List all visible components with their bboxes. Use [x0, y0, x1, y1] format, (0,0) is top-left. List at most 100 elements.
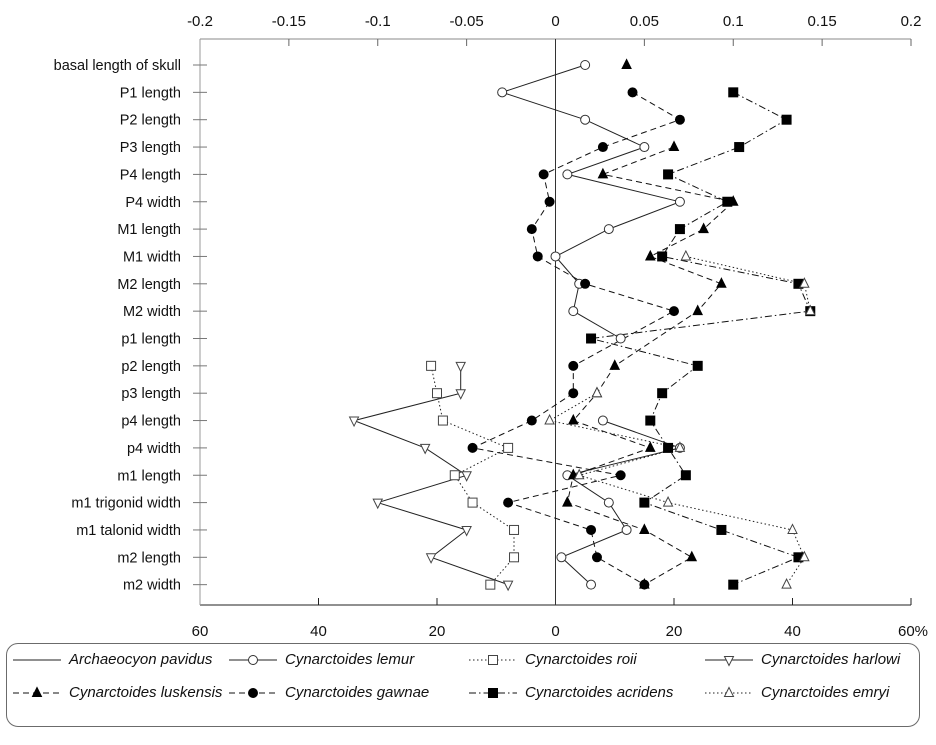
- category-label: M1 length: [117, 222, 181, 238]
- legend-label: Cynarctoides lemur: [285, 651, 415, 668]
- data-point: [586, 333, 597, 344]
- legend-swatch: [229, 687, 277, 698]
- data-point: [556, 552, 567, 563]
- data-point: [627, 87, 638, 98]
- data-point: [526, 415, 537, 426]
- data-point: [722, 196, 733, 207]
- legend-swatch: [229, 654, 277, 665]
- data-point: [538, 169, 549, 180]
- data-point: [787, 523, 798, 534]
- data-point: [663, 442, 674, 453]
- category-label: P2 length: [120, 113, 181, 129]
- category-label: P4 width: [125, 195, 181, 211]
- data-point: [686, 550, 698, 562]
- legend-item: Cynarctoides emryi: [705, 684, 889, 701]
- top-axis-tick-label: -0.2: [187, 13, 213, 30]
- top-axis-tick-label: -0.15: [272, 13, 306, 30]
- data-point: [698, 222, 709, 234]
- data-point: [615, 470, 626, 481]
- data-point: [532, 251, 543, 262]
- legend-swatch: [469, 687, 517, 698]
- legend-label: Cynarctoides luskensis: [69, 684, 223, 701]
- top-axis-tick-label: -0.1: [365, 13, 391, 30]
- data-point: [503, 442, 514, 453]
- legend-label: Cynarctoides harlowi: [761, 651, 901, 668]
- legend-label: Cynarctoides roii: [525, 651, 637, 668]
- top-axis-tick-label: 0: [551, 13, 559, 30]
- data-point: [680, 470, 691, 481]
- data-point: [781, 114, 792, 125]
- legend-swatch: [469, 654, 517, 665]
- data-point: [567, 413, 579, 425]
- data-point: [644, 249, 656, 261]
- series-line-7: [685, 256, 811, 312]
- legend-item: Cynarctoides acridens: [469, 684, 673, 701]
- category-label: p3 length: [121, 386, 181, 402]
- data-point: [550, 251, 561, 262]
- top-axis-tick-label: 0.2: [901, 13, 922, 30]
- legend-marker: [248, 687, 258, 698]
- category-label: p1 length: [121, 332, 181, 348]
- data-point: [639, 142, 650, 153]
- legend-swatch: [13, 685, 61, 697]
- data-point: [591, 386, 603, 398]
- data-point: [621, 524, 632, 535]
- data-point: [502, 580, 514, 592]
- data-point: [674, 114, 685, 125]
- data-point: [580, 278, 591, 289]
- data-point: [799, 277, 810, 288]
- legend-label: Cynarctoides acridens: [525, 684, 674, 701]
- data-point: [526, 224, 537, 235]
- category-label: M2 width: [123, 304, 181, 320]
- data-point: [573, 468, 585, 480]
- category-label: M1 width: [123, 249, 181, 265]
- data-point: [621, 58, 632, 69]
- series-line-1: [560, 420, 682, 585]
- data-point: [668, 140, 680, 152]
- data-point: [728, 579, 739, 590]
- data-point: [586, 579, 597, 590]
- category-label: P3 length: [120, 140, 181, 156]
- data-point: [674, 224, 685, 235]
- legend-marker: [248, 654, 258, 665]
- category-label: m1 talonid width: [76, 523, 181, 539]
- marker-layer: [348, 58, 816, 592]
- data-point: [586, 524, 597, 535]
- bottom-axis-tick-label: 20: [666, 623, 683, 640]
- legend-item: Cynarctoides lemur: [229, 651, 414, 668]
- data-point: [372, 498, 384, 510]
- data-point: [663, 169, 674, 180]
- legend-item: Cynarctoides harlowi: [705, 651, 900, 668]
- data-point: [669, 306, 679, 317]
- data-point: [716, 277, 727, 288]
- data-point: [639, 579, 650, 590]
- data-point: [580, 60, 591, 70]
- bottom-axis-tick-label: 20: [429, 623, 446, 640]
- data-point: [674, 196, 685, 207]
- data-point: [591, 552, 602, 563]
- data-point: [597, 142, 608, 153]
- data-point: [603, 497, 614, 508]
- legend-marker: [488, 687, 498, 698]
- category-label: m2 length: [117, 550, 181, 566]
- data-point: [781, 578, 792, 589]
- data-point: [580, 114, 591, 125]
- data-point: [657, 251, 668, 262]
- data-point: [562, 495, 573, 507]
- category-label: p4 length: [121, 414, 181, 430]
- data-point: [544, 196, 555, 207]
- data-point: [485, 579, 496, 590]
- data-point: [644, 441, 656, 452]
- top-axis-tick-label: 0.05: [630, 13, 659, 30]
- data-point: [509, 552, 520, 563]
- data-point: [497, 87, 508, 98]
- data-point: [455, 361, 467, 373]
- data-point: [639, 497, 650, 508]
- bottom-axis-tick-label: 60%: [898, 623, 928, 640]
- series-line-3: [352, 365, 509, 586]
- category-label: M2 length: [117, 277, 181, 293]
- legend-item: Cynarctoides roii: [469, 651, 637, 668]
- data-point: [568, 388, 579, 399]
- data-point: [804, 304, 816, 316]
